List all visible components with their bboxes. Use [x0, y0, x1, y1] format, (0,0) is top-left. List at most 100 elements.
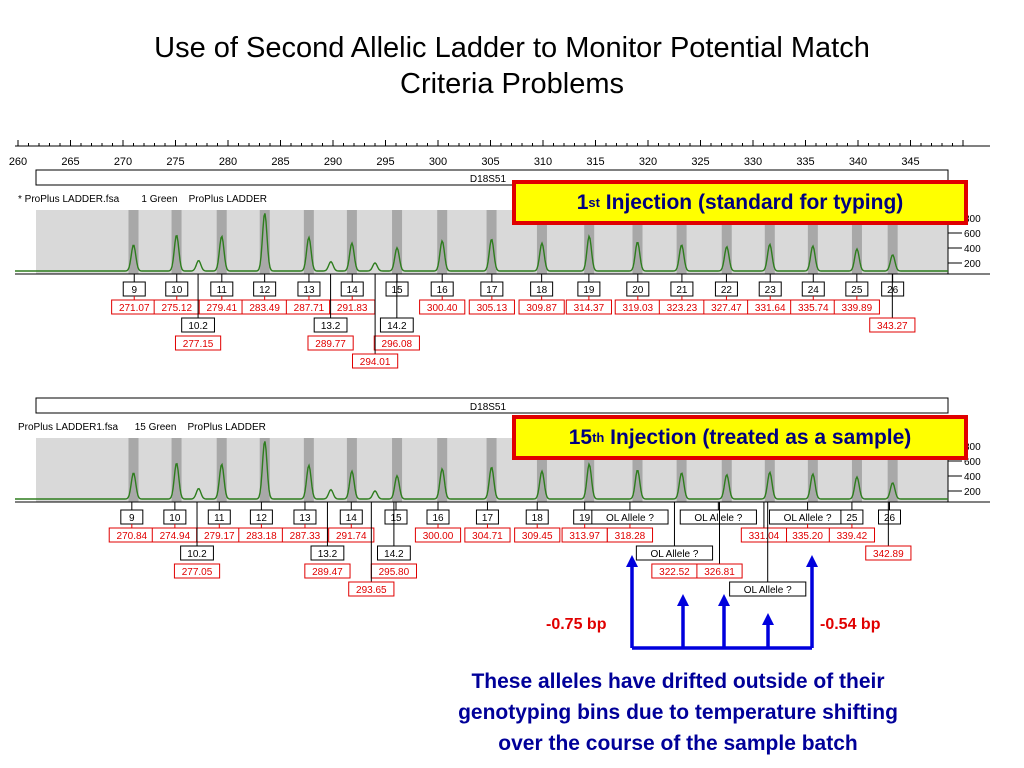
p1-allele-size: 343.27	[877, 321, 908, 332]
p1-allele-size: 287.71	[294, 303, 325, 314]
p1-allele-size-box	[833, 299, 880, 315]
p1-genotyping-bin	[584, 210, 595, 274]
p2-allele-name-box	[384, 509, 408, 525]
p1-genotyping-bin	[851, 210, 862, 274]
p2-allele-size-box	[304, 563, 351, 579]
p2-allele-size: 295.80	[379, 567, 410, 578]
p2-genotyping-bin	[303, 438, 314, 502]
p1-allele-size: 296.08	[382, 339, 413, 350]
p2-allele-name: OL Allele ?	[606, 513, 654, 524]
p2-allele-size: 309.45	[522, 531, 553, 542]
caption-line-1: These alleles have drifted outside of th…	[471, 670, 885, 693]
p1-allele-name: 13.2	[321, 321, 341, 332]
p1-genotyping-bin	[392, 210, 403, 274]
p1-allele-name: 9	[131, 285, 137, 296]
p2-allele-size: 331.04	[749, 531, 780, 542]
callout-first-injection-text: Injection (standard for typing)	[599, 190, 904, 214]
p2-allele-name: 12	[256, 513, 268, 524]
p1-y-tick-label: 400	[964, 244, 981, 255]
p2-genotyping-bin	[887, 438, 898, 502]
p2-allele-size: 339.42	[837, 531, 868, 542]
p1-allele-name-box	[379, 317, 414, 333]
callout-first-injection-sup: st	[588, 195, 600, 210]
p1-allele-size-box	[352, 353, 399, 369]
p1-allele-size-box	[518, 299, 565, 315]
p1-allele-size: 314.37	[574, 303, 605, 314]
axis-tick-label: 345	[901, 156, 919, 168]
p1-allele-size-box	[307, 335, 354, 351]
p1-allele-size: 327.47	[711, 303, 742, 314]
p1-genotyping-bin	[764, 210, 775, 274]
p1-genotyping-bin	[171, 210, 182, 274]
p2-y-tick-label: 600	[964, 457, 981, 468]
p1-genotyping-bin	[721, 210, 732, 274]
p2-genotyping-bin	[259, 438, 270, 502]
p2-allele-name: 10.2	[187, 549, 207, 560]
p1-allele-size: 279.41	[207, 303, 238, 314]
p2-allele-size-box	[606, 527, 654, 543]
p2-allele-size: 274.94	[160, 531, 191, 542]
p2-allele-name: OL Allele ?	[744, 585, 792, 596]
p1-genotyping-bin	[887, 210, 898, 274]
p1-allele-name: 13	[303, 285, 315, 296]
p1-allele-name: 26	[887, 285, 899, 296]
axis-tick-label: 305	[481, 156, 499, 168]
p2-allele-name: 11	[214, 513, 225, 524]
drift-arrow-head	[762, 613, 774, 625]
p2-marker-name: D18S51	[470, 402, 507, 413]
p1-allele-size: 275.12	[161, 303, 192, 314]
p1-genotyping-bin	[128, 210, 139, 274]
p2-genotyping-bin	[764, 438, 775, 502]
p1-genotyping-bin	[303, 210, 314, 274]
p2-genotyping-bin	[721, 438, 732, 502]
p1-y-tick-label: 600	[964, 229, 981, 240]
p2-allele-size-box	[414, 527, 462, 543]
p2-allele-size: 313.97	[569, 531, 600, 542]
p1-allele-size: 305.13	[477, 303, 508, 314]
p1-allele-name: 21	[676, 285, 688, 296]
p1-allele-name: 14.2	[387, 321, 407, 332]
p1-allele-name-box	[313, 317, 348, 333]
axis-tick-label: 275	[166, 156, 184, 168]
p2-allele-size: 342.89	[873, 549, 904, 560]
slide-title: Use of Second Allelic Ladder to Monitor …	[0, 30, 1024, 102]
p1-allele-size: 294.01	[360, 357, 391, 368]
p2-allele-size: 293.65	[356, 585, 387, 596]
p2-allele-name: 17	[482, 513, 494, 524]
p2-allele-name: 13.2	[318, 549, 338, 560]
p2-allele-name: OL Allele ?	[650, 549, 698, 560]
p2-allele-name: 14	[346, 513, 358, 524]
p1-allele-name: 10.2	[188, 321, 208, 332]
p2-genotyping-bin	[584, 438, 595, 502]
callout-first-injection-prefix: 1	[576, 190, 589, 214]
p2-allele-size: 318.28	[615, 531, 646, 542]
p1-allele-name: 22	[721, 285, 733, 296]
caption-line-2: genotyping bins due to temperature shift…	[458, 701, 898, 724]
p2-allele-name-box	[679, 509, 757, 525]
callout-fifteenth-injection-prefix: 15	[568, 425, 593, 449]
drift-right-label: -0.54 bp	[820, 616, 881, 633]
p2-allele-name: 15	[390, 513, 402, 524]
p1-allele-size-box	[869, 317, 916, 333]
drift-left-label: -0.75 bp	[546, 616, 607, 633]
slide-title-line-1: Use of Second Allelic Ladder to Monitor …	[154, 32, 870, 64]
p2-panel: D18S51 ProPlus LADDER1.fsa 15 Green ProPl…	[15, 397, 990, 597]
p2-allele-size: 279.17	[204, 531, 235, 542]
p2-genotyping-bin	[128, 438, 139, 502]
p1-allele-name: 12	[259, 285, 271, 296]
p1-allele-name: 24	[808, 285, 820, 296]
p1-marker-name: D18S51	[470, 174, 507, 185]
p1-allele-name: 17	[486, 285, 498, 296]
p1-allele-size: 277.15	[183, 339, 214, 350]
p2-genotyping-bin	[171, 438, 182, 502]
axis-tick-label: 270	[114, 156, 132, 168]
p2-allele-name: OL Allele ?	[784, 513, 832, 524]
p1-genotyping-bin	[807, 210, 818, 274]
p1-y-tick-label: 800	[964, 214, 981, 225]
p1-allele-name: 14	[347, 285, 359, 296]
callout-fifteenth-injection-text: Injection (treated as a sample)	[604, 425, 912, 449]
axis-tick-label: 340	[849, 156, 867, 168]
p2-allele-name-box	[377, 545, 411, 561]
p2-allele-size-box	[328, 527, 375, 543]
p2-allele-size-box	[740, 527, 788, 543]
